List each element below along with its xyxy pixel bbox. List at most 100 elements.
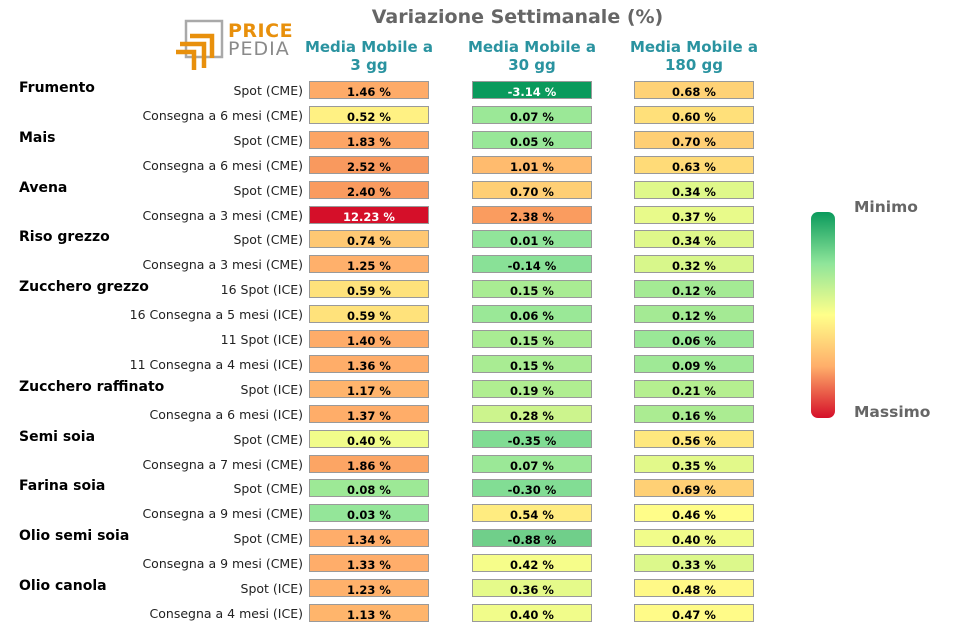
heatmap-cell: 0.08 % (309, 479, 429, 498)
row-group-label: Farina soia (19, 478, 106, 495)
heatmap-cell: 0.33 % (634, 554, 754, 573)
row-label: Spot (CME) (233, 481, 303, 497)
heatmap-cell: 0.32 % (634, 255, 754, 274)
heatmap-cell: 0.15 % (472, 354, 592, 373)
row-label: Spot (CME) (233, 132, 303, 148)
heatmap-cell: 0.21 % (634, 379, 754, 398)
row-group-label: Zucchero raffinato (19, 378, 165, 395)
heatmap-cell: 1.34 % (309, 529, 429, 548)
heatmap-cell: 1.23 % (309, 579, 429, 597)
row-label: Consegna a 6 mesi (CME) (142, 107, 303, 123)
heatmap-cell: 0.37 % (634, 205, 754, 224)
heatmap-cell: 0.06 % (472, 305, 592, 324)
heatmap-cell: 0.03 % (309, 504, 429, 523)
row-label: Spot (CME) (233, 83, 303, 98)
row-label: 16 Consegna a 5 mesi (ICE) (129, 307, 303, 323)
heatmap-cell: 0.34 % (634, 230, 754, 249)
heatmap-cell: 0.12 % (634, 280, 754, 299)
row-group-label: Semi soia (19, 428, 96, 445)
heatmap-cell: -0.30 % (472, 479, 592, 498)
row-group-label: Mais (19, 129, 56, 146)
logo-word-price: PRICE (228, 20, 294, 42)
heatmap-cell: 0.07 % (472, 454, 592, 473)
row-label: 11 Consegna a 4 mesi (ICE) (129, 356, 303, 372)
heatmap-cell: 0.47 % (634, 603, 754, 622)
heatmap-cell: 0.40 % (309, 429, 429, 448)
heatmap-cell: 0.70 % (472, 180, 592, 199)
row-group-label: Olio semi soia (19, 528, 130, 545)
heatmap-cell: -0.35 % (472, 429, 592, 448)
heatmap-cell: 1.33 % (309, 554, 429, 573)
row-label: Consegna a 9 mesi (CME) (142, 506, 303, 522)
row-group-label: Zucchero grezzo (19, 279, 149, 296)
row-label: Consegna a 3 mesi (CME) (142, 257, 303, 273)
heatmap-cell: 0.48 % (634, 579, 754, 597)
heatmap-cell: 0.46 % (634, 504, 754, 523)
row-group-label: Olio canola (19, 578, 107, 594)
row-group-label: Avena (19, 179, 68, 196)
heatmap-cell: 0.70 % (634, 130, 754, 149)
heatmap-cell: 0.74 % (309, 230, 429, 249)
heatmap-cell: 1.46 % (309, 81, 429, 99)
row-label: Consegna a 9 mesi (CME) (142, 556, 303, 572)
chart-title: Variazione Settimanale (%) (371, 6, 664, 28)
heatmap-cell: 12.23 % (309, 205, 429, 224)
heatmap-cell: 0.36 % (472, 579, 592, 597)
colorbar-min-label: Minimo (854, 198, 918, 216)
heatmap-cell: -0.14 % (472, 255, 592, 274)
row-label: Consegna a 6 mesi (ICE) (149, 406, 303, 422)
row-label: Spot (CME) (233, 531, 303, 547)
heatmap-cell: 0.16 % (634, 404, 754, 423)
row-label: Consegna a 6 mesi (CME) (142, 157, 303, 173)
heatmap-cell: 0.59 % (309, 280, 429, 299)
heatmap-cell: 0.28 % (472, 404, 592, 423)
heatmap-cell: 0.35 % (634, 454, 754, 473)
heatmap-cell: 0.63 % (634, 155, 754, 174)
heatmap-cell: 0.42 % (472, 554, 592, 573)
heatmap-cell: -3.14 % (472, 81, 592, 99)
heatmap-cell: 0.52 % (309, 105, 429, 124)
heatmap-cell: 0.07 % (472, 105, 592, 124)
heatmap-cell: 0.09 % (634, 354, 754, 373)
heatmap-cell: 1.36 % (309, 354, 429, 373)
heatmap-cell: 0.60 % (634, 105, 754, 124)
row-label: Spot (ICE) (240, 381, 303, 397)
heatmap-cell: 1.83 % (309, 130, 429, 149)
row-label: 16 Spot (ICE) (220, 282, 303, 298)
colorbar (811, 212, 835, 418)
row-group-label: Riso grezzo (19, 229, 110, 246)
row-label: Spot (CME) (233, 431, 303, 447)
heatmap-cell: 1.37 % (309, 404, 429, 423)
heatmap-cell: 1.01 % (472, 155, 592, 174)
logo-mark-icon (176, 19, 224, 70)
heatmap-cell: 0.56 % (634, 429, 754, 448)
heatmap-cell: 1.13 % (309, 603, 429, 622)
pricepedia-logo: PRICE PEDIA (170, 18, 294, 74)
heatmap-cell: 1.86 % (309, 454, 429, 473)
row-group-label: Frumento (19, 80, 95, 96)
heatmap-cell: 1.40 % (309, 330, 429, 348)
heatmap-cell: 0.54 % (472, 504, 592, 523)
row-label: Consegna a 7 mesi (CME) (142, 456, 303, 472)
heatmap-cell: 0.68 % (634, 81, 754, 99)
row-label: Spot (CME) (233, 232, 303, 248)
heatmap-cell: 0.15 % (472, 330, 592, 348)
colorbar-max-label: Massimo (854, 403, 931, 421)
row-label: Spot (CME) (233, 182, 303, 198)
heatmap-cell: 0.19 % (472, 379, 592, 398)
heatmap-cell: 0.40 % (472, 603, 592, 622)
heatmap-cell: 0.59 % (309, 305, 429, 324)
heatmap-cell: 0.06 % (634, 330, 754, 348)
heatmap-cell: 1.17 % (309, 379, 429, 398)
heatmap-cell: 0.05 % (472, 130, 592, 149)
column-header: Media Mobile a 3 gg (304, 38, 434, 74)
heatmap-cell: 0.34 % (634, 180, 754, 199)
heatmap-cell: 1.25 % (309, 255, 429, 274)
heatmap-cell: 0.15 % (472, 280, 592, 299)
logo-word-pedia: PEDIA (228, 38, 290, 60)
heatmap-cell: 0.69 % (634, 479, 754, 498)
heatmap-cell: 2.40 % (309, 180, 429, 199)
row-label: Consegna a 3 mesi (CME) (142, 207, 303, 223)
row-label: Consegna a 4 mesi (ICE) (149, 605, 303, 621)
column-header: Media Mobile a 30 gg (467, 38, 597, 74)
